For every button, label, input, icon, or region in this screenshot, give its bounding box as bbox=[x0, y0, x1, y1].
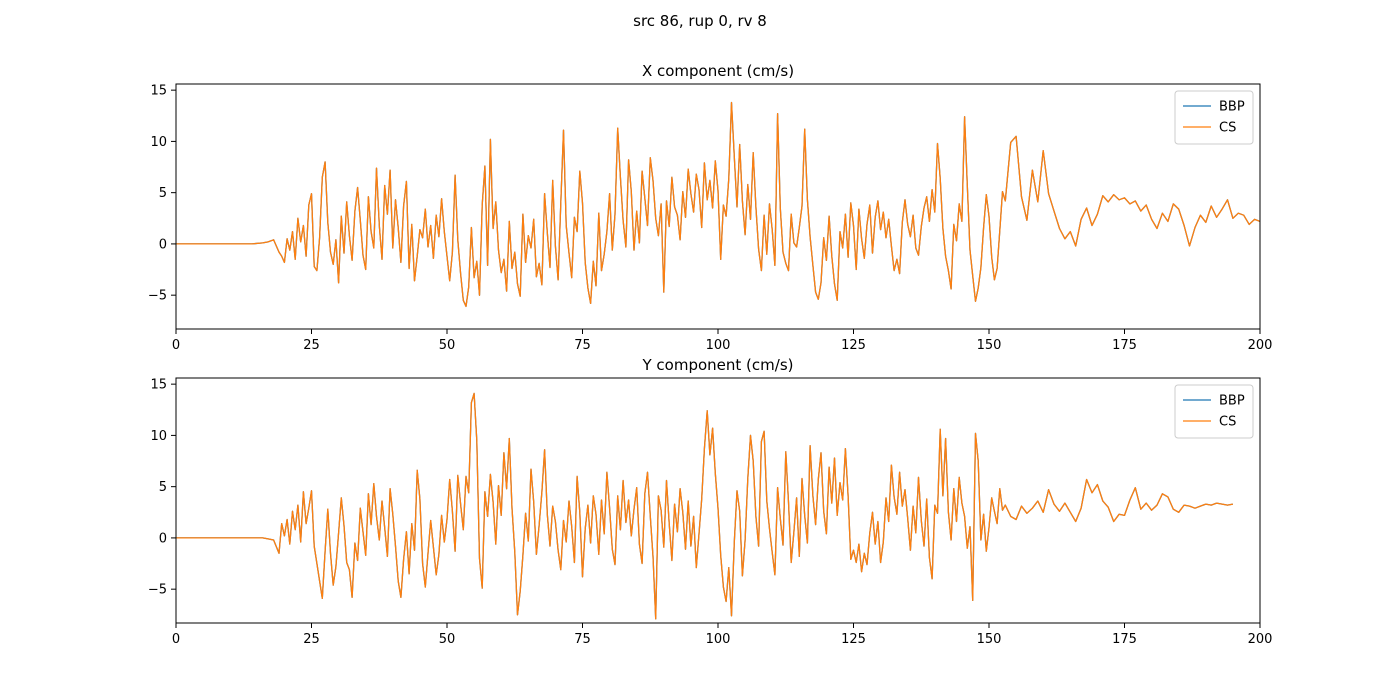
legend-label-bbp: BBP bbox=[1219, 394, 1245, 409]
x-tick-label: 75 bbox=[574, 632, 591, 647]
y-tick-label: −5 bbox=[148, 289, 167, 304]
legend-box bbox=[1174, 384, 1254, 439]
figure-suptitle: src 86, rup 0, rv 8 bbox=[633, 12, 767, 30]
x-tick-label: 0 bbox=[172, 338, 180, 353]
legend-label-cs: CS bbox=[1219, 121, 1236, 136]
y-tick-label: 5 bbox=[159, 480, 167, 495]
axes-y-component: Y component (cm/s)0 25 50 75 100 125 150 175 200… bbox=[148, 356, 1273, 647]
x-tick-label: 175 bbox=[1112, 338, 1137, 353]
legend-label-bbp: BBP bbox=[1219, 100, 1245, 115]
x-tick-label: 125 bbox=[841, 338, 866, 353]
x-tick-label: 175 bbox=[1112, 632, 1137, 647]
x-tick-label: 200 bbox=[1248, 338, 1273, 353]
x-tick-label: 75 bbox=[574, 338, 591, 353]
x-tick-label: 150 bbox=[977, 338, 1002, 353]
series-line-bbp-y bbox=[176, 392, 1234, 620]
x-tick-label: 25 bbox=[303, 338, 320, 353]
x-tick-label: 100 bbox=[706, 632, 731, 647]
legend-x: BBP CS bbox=[1174, 90, 1254, 145]
y-tick-label: −5 bbox=[148, 583, 167, 598]
x-tick-label: 100 bbox=[706, 338, 731, 353]
axes-title-x: X component (cm/s) bbox=[642, 62, 794, 80]
y-tick-label: 0 bbox=[159, 237, 167, 252]
y-tick-label: 15 bbox=[150, 378, 167, 393]
x-tick-label: 25 bbox=[303, 632, 320, 647]
y-tick-label: 10 bbox=[150, 135, 167, 150]
series-line-cs-y bbox=[176, 392, 1234, 620]
x-tick-label: 200 bbox=[1248, 632, 1273, 647]
y-tick-label: 5 bbox=[159, 186, 167, 201]
axes-x-component: X component (cm/s)0 25 50 75 100 125 150 175 200… bbox=[148, 62, 1273, 353]
y-tick-label: 0 bbox=[159, 531, 167, 546]
axes-title-y: Y component (cm/s) bbox=[642, 356, 794, 374]
x-tick-label: 50 bbox=[439, 338, 456, 353]
legend-box bbox=[1174, 90, 1254, 145]
x-tick-label: 50 bbox=[439, 632, 456, 647]
y-tick-label: 10 bbox=[150, 429, 167, 444]
x-tick-label: 125 bbox=[841, 632, 866, 647]
legend-label-cs: CS bbox=[1219, 415, 1236, 430]
x-tick-label: 150 bbox=[977, 632, 1002, 647]
y-tick-label: 15 bbox=[150, 84, 167, 99]
x-tick-label: 0 bbox=[172, 632, 180, 647]
series-line-cs-x bbox=[176, 101, 1260, 308]
legend-y: BBP CS bbox=[1174, 384, 1254, 439]
